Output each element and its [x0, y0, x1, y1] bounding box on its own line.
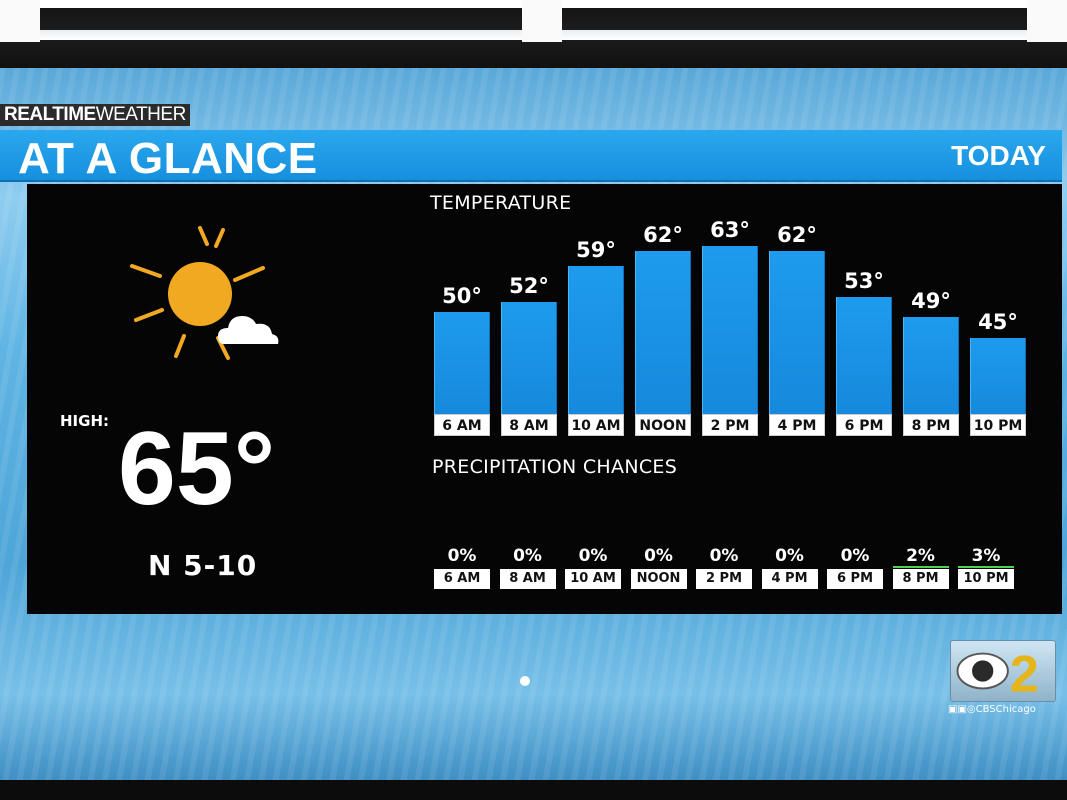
- precipitation-time-label: 2 PM: [696, 569, 752, 589]
- page-title: AT A GLANCE: [18, 134, 318, 183]
- precipitation-time-label: 8 PM: [892, 569, 949, 589]
- time-label: 6 AM: [434, 414, 490, 436]
- precipitation-value: 0%: [709, 546, 739, 566]
- time-label: 6 PM: [836, 414, 892, 436]
- cbs2-logo: 2: [950, 640, 1056, 702]
- social-handle: ▣▣◎CBSChicago: [948, 704, 1036, 715]
- precipitation-time-label: 8 AM: [499, 569, 556, 589]
- window-frame: [1027, 0, 1067, 42]
- window-blinds: [0, 0, 1067, 68]
- temperature-value-label: 52°: [509, 274, 549, 298]
- brand-bold: REALTIME: [4, 104, 96, 125]
- temperature-value-label: 45°: [978, 310, 1018, 334]
- precipitation-value: 0%: [775, 546, 804, 566]
- precipitation-time-label: 4 PM: [761, 569, 818, 589]
- temperature-bar: [434, 312, 490, 414]
- time-label: 10 PM: [970, 414, 1026, 436]
- brand-light: WEATHER: [95, 104, 187, 125]
- temperature-bar: [903, 317, 959, 414]
- period-label: TODAY: [951, 140, 1046, 171]
- temperature-bar: [702, 246, 758, 414]
- tv-bezel: [0, 780, 1067, 800]
- precipitation-value: 0%: [447, 546, 477, 566]
- precipitation-heading: PRECIPITATION CHANCES: [432, 456, 678, 478]
- temperature-value-label: 63°: [710, 218, 750, 242]
- precipitation-value: 3%: [971, 546, 1001, 566]
- precipitation-time-label: 6 AM: [434, 569, 490, 589]
- temperature-value-label: 50°: [442, 284, 482, 308]
- temperature-bar: [970, 338, 1026, 414]
- brand-tag: REALTIMEWEATHER: [0, 104, 190, 126]
- title-bar: AT A GLANCE TODAY: [0, 130, 1062, 183]
- window-frame: [0, 0, 40, 42]
- wind-forecast: N 5-10: [148, 549, 258, 582]
- station-number: 2: [1010, 645, 1039, 702]
- precipitation-value: 0%: [644, 546, 673, 566]
- time-label: 2 PM: [702, 414, 758, 436]
- sun-with-cloud-icon: [130, 226, 279, 360]
- precipitation-value: 2%: [906, 546, 935, 566]
- temperature-value-label: 53°: [844, 269, 884, 293]
- precipitation-value: 0%: [840, 546, 870, 566]
- temperature-bar: [836, 297, 892, 414]
- time-label: 8 AM: [501, 414, 557, 436]
- temperature-bar: [769, 251, 825, 414]
- temperature-heading: TEMPERATURE: [430, 192, 572, 214]
- temperature-bar: [635, 251, 691, 414]
- precipitation-value: 0%: [578, 546, 608, 566]
- window-frame: [522, 0, 562, 42]
- high-label: HIGH:: [60, 412, 109, 430]
- temperature-bar: [568, 266, 624, 414]
- temperature-value-label: 49°: [911, 289, 951, 313]
- temperature-value-label: 59°: [576, 238, 616, 262]
- time-label: 10 AM: [568, 414, 624, 436]
- temperature-chart: 50° 6 AM 52° 8 AM 59° 10 AM 62° NOON 63° 2 PM 62° 4…: [430, 218, 1040, 448]
- social-handle-text: CBSChicago: [975, 704, 1036, 715]
- precipitation-value: 0%: [513, 546, 542, 566]
- precipitation-time-label: 6 PM: [827, 569, 883, 589]
- high-temperature: 65°: [118, 411, 276, 527]
- precipitation-time-label: 10 AM: [565, 569, 621, 589]
- precipitation-time-label: 10 PM: [958, 569, 1014, 589]
- time-label: 4 PM: [769, 414, 825, 436]
- temperature-bar: [501, 302, 557, 414]
- precipitation-indicator: [958, 566, 1014, 568]
- social-icons: ▣▣◎: [948, 704, 976, 715]
- time-label: NOON: [635, 414, 691, 436]
- precipitation-indicator: [892, 566, 949, 568]
- precipitation-time-label: NOON: [630, 569, 687, 589]
- time-label: 8 PM: [903, 414, 959, 436]
- temperature-value-label: 62°: [643, 223, 683, 247]
- screen-dot: [520, 676, 530, 686]
- precipitation-row: 0% 6 AM 0% 8 AM 0% 10 AM 0% NOON 0% 2 PM 0% 4 PM 0% 6…: [430, 546, 1040, 596]
- temperature-value-label: 62°: [777, 223, 817, 247]
